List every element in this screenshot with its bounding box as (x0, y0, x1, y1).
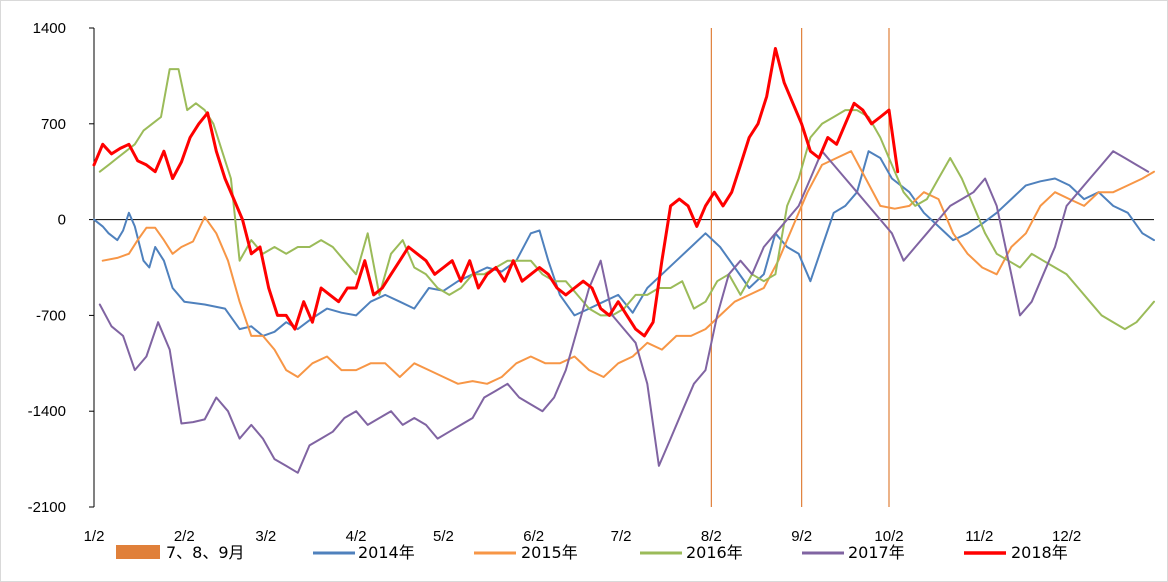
x-tick-label-6: 7/2 (611, 528, 632, 545)
legend-label-1: 2014年 (358, 543, 415, 562)
y-tick-label-0: 1400 (33, 20, 66, 37)
series-line-4 (98, 150, 1150, 474)
x-tick-label-8: 9/2 (791, 528, 812, 545)
legend-label-band: 7、8、9月 (166, 543, 245, 562)
x-tick-label-4: 5/2 (433, 528, 454, 545)
x-tick-label-7: 8/2 (701, 528, 722, 545)
y-tick-label-2: 0 (58, 212, 66, 229)
legend-label-4: 2017年 (848, 543, 905, 562)
series-line-2 (101, 150, 1155, 385)
y-tick-label-5: -2100 (28, 499, 66, 516)
legend-label-5: 2018年 (1011, 543, 1068, 562)
y-tick-label-3: -700 (36, 307, 66, 324)
x-tick-label-5: 6/2 (523, 528, 544, 545)
legend-label-2: 2015年 (521, 543, 578, 562)
x-tick-label-9: 10/2 (874, 528, 903, 545)
legend-swatch-band (116, 545, 160, 559)
legend-label-3: 2016年 (686, 543, 743, 562)
x-tick-label-2: 3/2 (255, 528, 276, 545)
y-tick-label-1: 700 (41, 116, 66, 133)
x-tick-label-0: 1/2 (84, 528, 105, 545)
x-tick-label-3: 4/2 (346, 528, 367, 545)
x-tick-label-1: 2/2 (174, 528, 195, 545)
x-tick-label-11: 12/2 (1052, 528, 1081, 545)
x-tick-label-10: 11/2 (965, 528, 993, 545)
series-line-5 (92, 47, 900, 338)
series-line-3 (98, 68, 1155, 331)
y-tick-label-4: -1400 (28, 403, 66, 420)
